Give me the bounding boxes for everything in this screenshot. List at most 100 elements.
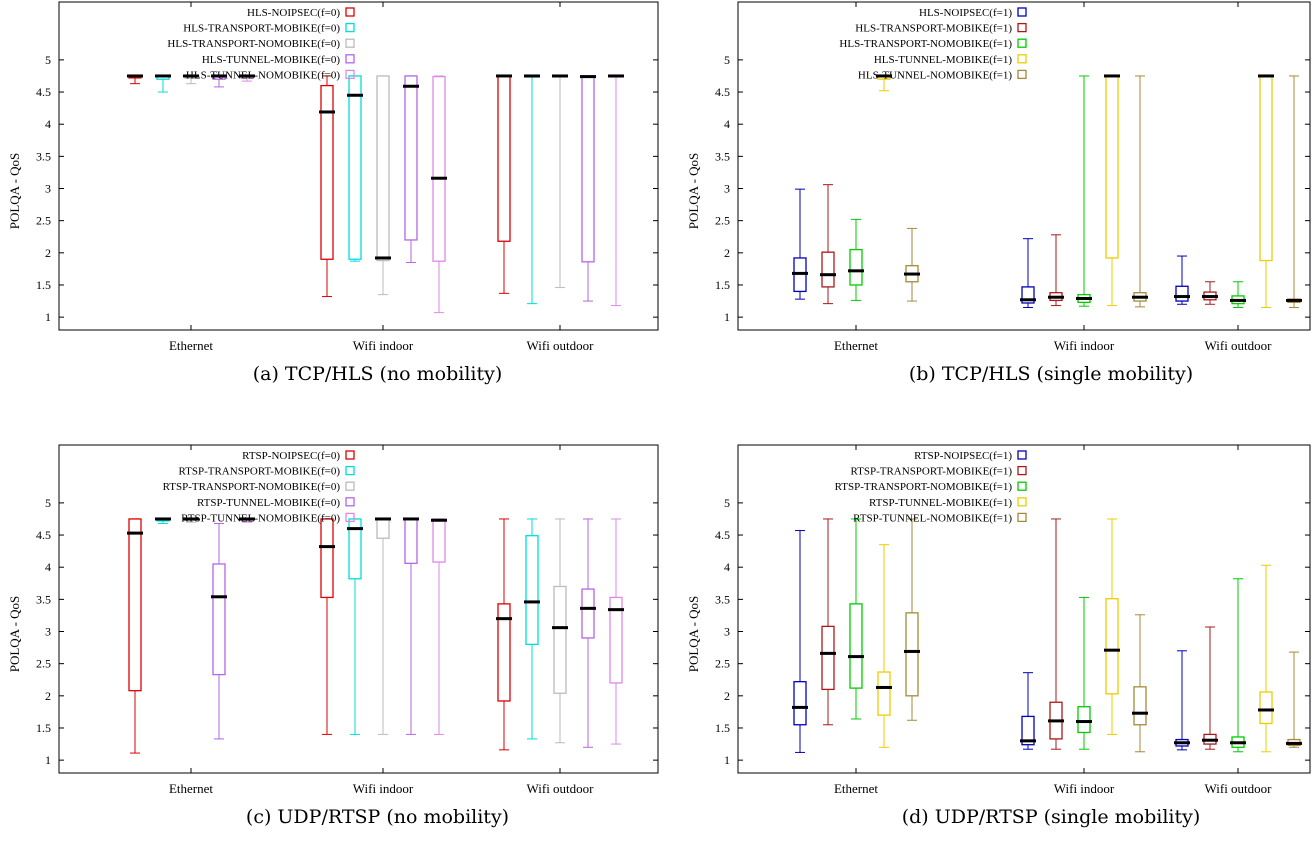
box: [212, 563, 226, 676]
plot-frame: [737, 444, 1311, 774]
panel-caption-a: (a) TCP/HLS (no mobility): [252, 363, 503, 385]
legend-label: RTSP-TUNNEL-NOMOBIKE(f=0): [181, 512, 340, 524]
box: [432, 75, 446, 262]
y-tick-label: 4: [45, 117, 51, 131]
box: [320, 518, 334, 599]
legend-swatch: [1017, 69, 1027, 80]
x-tick-label: Wifi outdoor: [1205, 781, 1273, 796]
y-tick-label: 2.5: [36, 214, 51, 228]
legend-swatch: [1017, 7, 1027, 17]
y-tick-label: 3: [45, 625, 51, 639]
y-axis-label: POLQA - QoS: [686, 596, 701, 673]
x-tick-label: Wifi indoor: [353, 781, 414, 796]
box: [525, 535, 539, 646]
box: [432, 518, 446, 563]
legend-swatch: [345, 512, 355, 523]
legend-label: HLS-TRANSPORT-NOMOBIKE(f=0): [167, 38, 340, 50]
box: [849, 248, 863, 286]
y-tick-label: 4.5: [36, 85, 51, 99]
legend-label: HLS-TUNNEL-MOBIKE(f=1): [874, 54, 1013, 66]
legend-label: RTSP-TUNNEL-MOBIKE(f=1): [869, 497, 1012, 509]
y-tick-label: 4: [45, 560, 51, 574]
y-axis-label: POLQA - QoS: [7, 596, 22, 673]
box: [1259, 691, 1273, 725]
y-tick-label: 5: [45, 496, 51, 510]
legend-label: HLS-TRANSPORT-NOMOBIKE(f=1): [839, 38, 1012, 50]
legend-label: RTSP-TRANSPORT-NOMOBIKE(f=0): [163, 481, 341, 493]
y-axis-label: POLQA - QoS: [7, 153, 22, 230]
legend-swatch: [1017, 450, 1027, 460]
box: [1021, 715, 1035, 746]
x-tick-label: Wifi indoor: [353, 338, 414, 353]
legend-label: HLS-TUNNEL-NOMOBIKE(f=0): [186, 69, 340, 81]
panel-caption-b: (b) TCP/HLS (single mobility): [908, 363, 1194, 385]
y-tick-label: 3.5: [36, 149, 51, 163]
box: [793, 681, 807, 726]
legend-label: HLS-TUNNEL-NOMOBIKE(f=1): [858, 69, 1012, 81]
box: [376, 75, 390, 262]
legend-swatch: [345, 497, 355, 507]
box: [1021, 286, 1035, 304]
legend-label: RTSP-TUNNEL-NOMOBIKE(f=1): [853, 512, 1012, 524]
x-tick-label: Ethernet: [834, 338, 878, 353]
legend-swatch: [1017, 22, 1027, 33]
box: [1133, 686, 1147, 726]
y-tick-label: 5: [724, 53, 730, 67]
legend-label: RTSP-TRANSPORT-NOMOBIKE(f=1): [835, 481, 1013, 493]
y-tick-label: 1.5: [36, 278, 51, 292]
box: [320, 84, 334, 260]
box: [497, 603, 511, 702]
y-tick-label: 2: [45, 689, 51, 703]
box: [497, 75, 511, 242]
legend-swatch: [345, 38, 355, 48]
box: [581, 75, 595, 263]
y-tick-label: 1: [45, 753, 51, 767]
box: [877, 671, 891, 716]
box: [376, 518, 390, 539]
y-tick-label: 1.5: [36, 721, 51, 735]
y-tick-label: 3: [724, 182, 730, 196]
y-tick-label: 2.5: [715, 214, 730, 228]
x-tick-label: Ethernet: [169, 781, 213, 796]
box: [553, 585, 567, 694]
y-tick-label: 3: [45, 182, 51, 196]
plot-frame: [58, 1, 659, 331]
box: [1259, 75, 1273, 262]
y-tick-label: 3: [724, 625, 730, 639]
plot-frame: [58, 444, 659, 774]
y-tick-label: 5: [45, 53, 51, 67]
y-tick-label: 1.5: [715, 721, 730, 735]
legend-swatch: [345, 465, 355, 476]
legend-label: RTSP-NOIPSEC(f=1): [914, 450, 1012, 462]
box: [905, 612, 919, 697]
y-tick-label: 1: [724, 753, 730, 767]
box: [849, 603, 863, 689]
x-tick-label: Wifi indoor: [1054, 781, 1115, 796]
y-tick-label: 3.5: [36, 592, 51, 606]
box: [404, 518, 418, 564]
legend-swatch: [345, 22, 355, 33]
y-tick-label: 4.5: [715, 85, 730, 99]
box: [1175, 285, 1189, 302]
plot-frame: [737, 1, 1311, 331]
y-tick-label: 2: [724, 689, 730, 703]
box: [348, 75, 362, 260]
legend-label: HLS-TRANSPORT-MOBIKE(f=1): [855, 23, 1012, 35]
panel-caption-d: (d) UDP/RTSP (single mobility): [901, 806, 1201, 828]
box: [1105, 598, 1119, 695]
legend-swatch: [345, 450, 355, 460]
y-tick-label: 3.5: [715, 592, 730, 606]
y-axis-label: POLQA - QoS: [686, 153, 701, 230]
box: [821, 625, 835, 691]
legend-swatch: [1017, 54, 1027, 64]
legend-swatch: [1017, 38, 1027, 48]
y-tick-label: 2.5: [36, 657, 51, 671]
y-tick-label: 1: [724, 310, 730, 324]
legend-label: HLS-TUNNEL-MOBIKE(f=0): [202, 54, 341, 66]
x-tick-label: Ethernet: [834, 781, 878, 796]
box: [581, 588, 595, 639]
y-tick-label: 1: [45, 310, 51, 324]
legend-swatch: [345, 69, 355, 80]
